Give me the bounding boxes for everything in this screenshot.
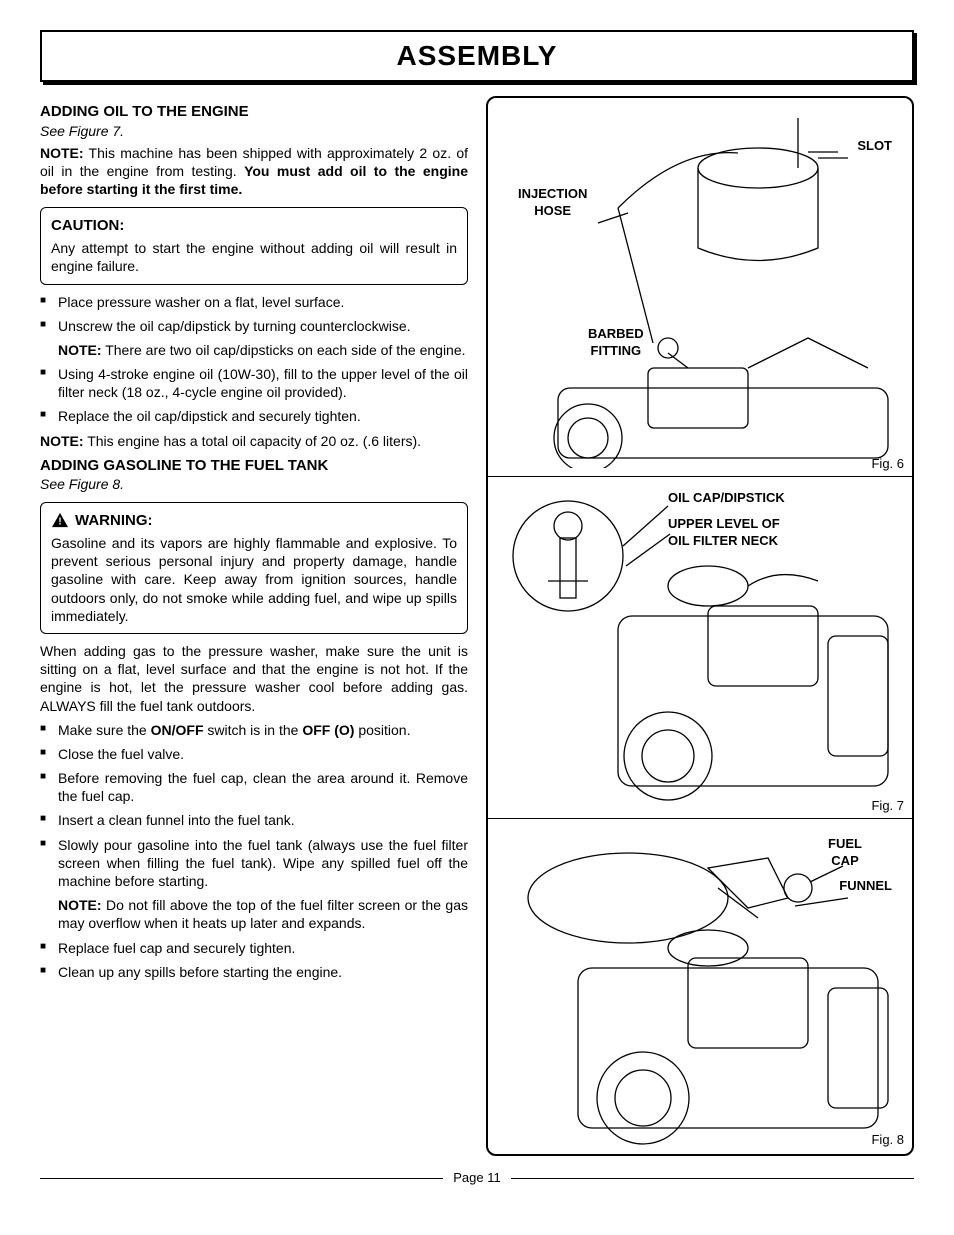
- section1-note: NOTE: This machine has been shipped with…: [40, 144, 468, 199]
- figure-panel: SLOT INJECTION HOSE BARBED FITTING: [486, 96, 914, 1156]
- list-item: Close the fuel valve.: [40, 745, 468, 763]
- list-item: Slowly pour gasoline into the fuel tank …: [40, 836, 468, 933]
- note-body: There are two oil cap/dipsticks on each …: [102, 342, 466, 358]
- note-body: Do not fill above the top of the fuel fi…: [58, 897, 468, 931]
- fig7-diagram: [498, 486, 908, 806]
- t: position.: [354, 722, 410, 738]
- fig8-diagram: [498, 828, 908, 1148]
- note-prefix: NOTE:: [58, 897, 102, 913]
- section1-see-figure: See Figure 7.: [40, 122, 468, 140]
- t: Make sure the: [58, 722, 151, 738]
- note-prefix: NOTE:: [58, 342, 102, 358]
- figure-divider-1: [488, 476, 912, 477]
- page-footer: Page 11: [40, 1170, 914, 1187]
- footer-line-left: [40, 1178, 443, 1179]
- fig7-label: Fig. 7: [871, 798, 904, 815]
- caution-title: CAUTION:: [51, 216, 457, 236]
- note-body: This engine has a total oil capacity of …: [84, 433, 421, 449]
- oil-steps: Place pressure washer on a flat, level s…: [40, 293, 468, 426]
- fig8-label: Fig. 8: [871, 1132, 904, 1149]
- list-item: Unscrew the oil cap/dipstick by turning …: [40, 317, 468, 359]
- caution-box: CAUTION: Any attempt to start the engine…: [40, 207, 468, 285]
- svg-text:!: !: [58, 517, 61, 528]
- section1-heading: ADDING OIL TO THE ENGINE: [40, 102, 468, 122]
- warning-box: ! WARNING: Gasoline and its vapors are h…: [40, 502, 468, 634]
- list-item: Place pressure washer on a flat, level s…: [40, 293, 468, 311]
- list-item: Before removing the fuel cap, clean the …: [40, 769, 468, 805]
- t: switch is in the: [204, 722, 303, 738]
- warning-body: Gasoline and its vapors are highly flamm…: [51, 534, 457, 625]
- page-title: ASSEMBLY: [396, 40, 557, 71]
- section2-heading: ADDING GASOLINE TO THE FUEL TANK: [40, 456, 468, 476]
- gas-steps: Make sure the ON/OFF switch is in the OF…: [40, 721, 468, 981]
- step-note: NOTE: Do not fill above the top of the f…: [58, 896, 468, 932]
- list-item: Make sure the ON/OFF switch is in the OF…: [40, 721, 468, 739]
- footer-line-right: [511, 1178, 914, 1179]
- step-text: Unscrew the oil cap/dipstick by turning …: [58, 318, 411, 334]
- two-column-layout: ADDING OIL TO THE ENGINE See Figure 7. N…: [40, 96, 914, 1156]
- warning-title: WARNING:: [75, 511, 153, 531]
- warning-title-row: ! WARNING:: [51, 511, 457, 531]
- page-number: Page 11: [443, 1170, 510, 1187]
- figure-divider-2: [488, 818, 912, 819]
- section1-end-note: NOTE: This engine has a total oil capaci…: [40, 432, 468, 450]
- t: ON/OFF: [151, 722, 204, 738]
- step-text: Slowly pour gasoline into the fuel tank …: [58, 837, 468, 889]
- t: OFF (O): [302, 722, 354, 738]
- fig6-diagram: [498, 108, 908, 468]
- list-item: Replace fuel cap and securely tighten.: [40, 939, 468, 957]
- list-item: Clean up any spills before starting the …: [40, 963, 468, 981]
- caution-body: Any attempt to start the engine without …: [51, 239, 457, 275]
- list-item: Insert a clean funnel into the fuel tank…: [40, 811, 468, 829]
- note-prefix: NOTE:: [40, 145, 84, 161]
- fig6-label: Fig. 6: [871, 456, 904, 473]
- list-item: Using 4-stroke engine oil (10W-30), fill…: [40, 365, 468, 401]
- section2-see-figure: See Figure 8.: [40, 475, 468, 493]
- list-item: Replace the oil cap/dipstick and securel…: [40, 407, 468, 425]
- right-column: SLOT INJECTION HOSE BARBED FITTING: [486, 96, 914, 1156]
- note-prefix: NOTE:: [40, 433, 84, 449]
- gas-intro: When adding gas to the pressure washer, …: [40, 642, 468, 715]
- warning-triangle-icon: !: [51, 512, 69, 528]
- page-title-box: ASSEMBLY: [40, 30, 914, 82]
- left-column: ADDING OIL TO THE ENGINE See Figure 7. N…: [40, 96, 468, 1156]
- step-note: NOTE: There are two oil cap/dipsticks on…: [58, 341, 468, 359]
